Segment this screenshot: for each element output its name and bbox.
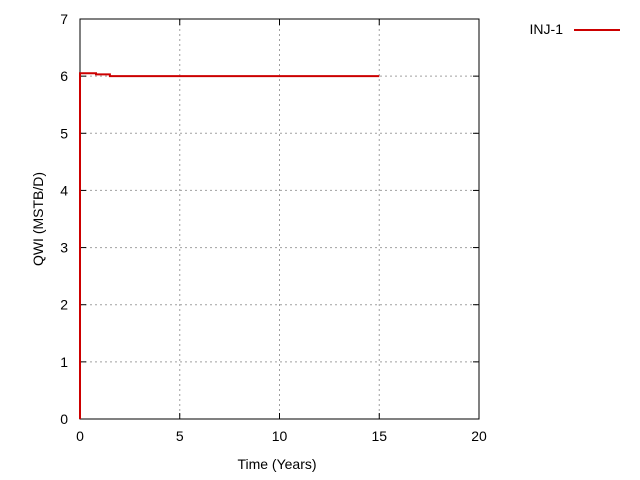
y-tick-label: 6 <box>60 68 68 84</box>
series-line-inj-1 <box>79 72 380 419</box>
legend: INJ-1 <box>530 21 620 37</box>
series-layer <box>79 72 380 419</box>
y-tick-label: 7 <box>60 11 68 27</box>
x-tick-label: 20 <box>471 428 487 444</box>
y-tick-label: 1 <box>60 354 68 370</box>
y-tick-label: 0 <box>60 411 68 427</box>
x-tick-label: 15 <box>371 428 387 444</box>
y-axis-label: QWI (MSTB/D) <box>30 172 46 266</box>
x-tick-label: 10 <box>272 428 288 444</box>
y-tick-label: 5 <box>60 125 68 141</box>
y-tick-label: 2 <box>60 297 68 313</box>
x-tick-label: 5 <box>176 428 184 444</box>
axis-ticks: 0 5 10 15 20 0 1 2 3 4 5 6 7 <box>60 11 487 444</box>
legend-label: INJ-1 <box>530 21 564 37</box>
x-axis-label: Time (Years) <box>237 456 316 472</box>
y-tick-label: 4 <box>60 182 68 198</box>
x-tick-label: 0 <box>76 428 84 444</box>
y-tick-label: 3 <box>60 240 68 256</box>
grid <box>80 19 479 419</box>
